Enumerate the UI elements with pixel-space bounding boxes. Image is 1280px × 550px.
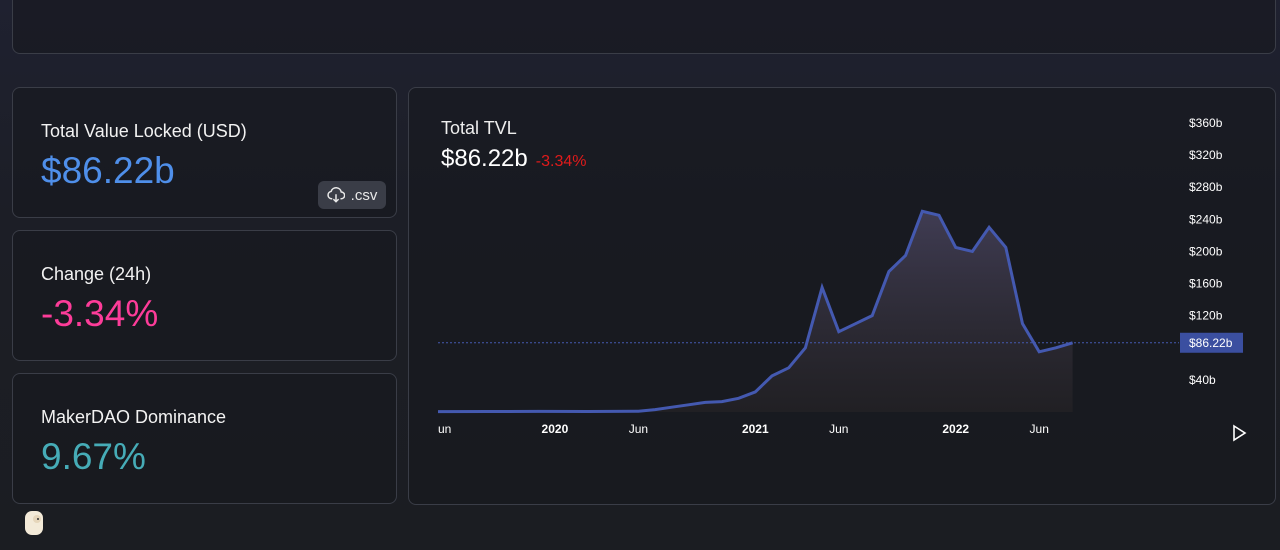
chart-title: Total TVL: [441, 118, 517, 138]
x-tick-label: 2021: [742, 422, 769, 436]
x-tick-label: Jun: [829, 422, 848, 436]
download-csv-button[interactable]: .csv: [318, 181, 386, 209]
chart-current-value: $86.22b: [441, 145, 528, 172]
y-tick-label: $280b: [1189, 180, 1223, 194]
x-tick-label: un: [438, 422, 451, 436]
x-tick-label: 2020: [542, 422, 569, 436]
cloud-download-icon: [327, 187, 345, 203]
tvl-chart[interactable]: $40b $120b $160b $200b $240b $280b $320b $360b u…: [409, 88, 1275, 504]
tvl-label: Total Value Locked (USD): [41, 121, 247, 141]
x-tick-label: Jun: [1030, 422, 1049, 436]
y-tick-label: $240b: [1189, 212, 1223, 226]
play-icon[interactable]: [1233, 424, 1247, 442]
y-tick-label: $360b: [1189, 116, 1223, 130]
dominance-value: 9.67%: [41, 436, 146, 477]
y-tick-label: $40b: [1189, 373, 1216, 387]
y-tick-label: $320b: [1189, 148, 1223, 162]
current-value-badge: [1180, 332, 1243, 353]
llama-logo: [25, 511, 43, 535]
y-tick-label: $160b: [1189, 277, 1223, 291]
change-card: Change (24h) -3.34%: [12, 230, 397, 361]
chart-change: -3.34%: [535, 153, 587, 170]
change-value: -3.34%: [41, 293, 159, 334]
top-panel: [12, 0, 1276, 54]
tvl-chart-card: Total TVL $86.22b -3.34% $40b $120b $160b $2…: [408, 87, 1276, 505]
x-tick-label: Jun: [629, 422, 648, 436]
tvl-value: $86.22b: [41, 150, 175, 191]
chart-value: $86.22b -3.34%: [441, 145, 586, 173]
dominance-card: MakerDAO Dominance 9.67%: [12, 373, 397, 504]
x-tick-label: 2022: [942, 422, 969, 436]
y-tick-label: $200b: [1189, 244, 1223, 258]
tvl-line: [437, 209, 1074, 414]
dominance-label: MakerDAO Dominance: [41, 407, 227, 427]
change-label: Change (24h): [41, 264, 152, 284]
tvl-area: [438, 211, 1073, 412]
tvl-card: Total Value Locked (USD) $86.22b .csv: [12, 87, 397, 218]
current-value-label: $86.22b: [1189, 336, 1233, 350]
csv-label: .csv: [350, 186, 378, 204]
y-tick-label: $120b: [1189, 309, 1223, 323]
